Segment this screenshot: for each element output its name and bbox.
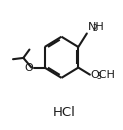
Text: OCH: OCH bbox=[91, 70, 115, 80]
Text: NH: NH bbox=[88, 22, 105, 32]
Text: 2: 2 bbox=[93, 24, 98, 34]
Text: HCl: HCl bbox=[53, 106, 75, 119]
Text: O: O bbox=[24, 63, 33, 73]
Text: 3: 3 bbox=[96, 72, 101, 81]
